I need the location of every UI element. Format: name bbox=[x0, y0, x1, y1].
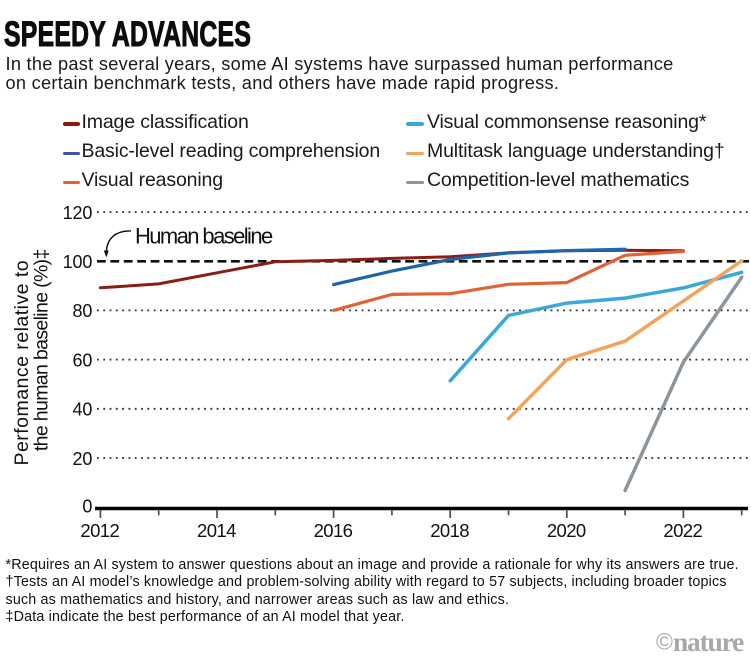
svg-text:2016: 2016 bbox=[314, 520, 353, 541]
svg-text:2018: 2018 bbox=[430, 520, 469, 541]
svg-text:2012: 2012 bbox=[80, 520, 119, 541]
svg-text:0: 0 bbox=[82, 497, 92, 517]
svg-text:Human baseline: Human baseline bbox=[135, 224, 273, 249]
svg-text:2022: 2022 bbox=[663, 520, 702, 541]
svg-text:the human baseline (%)‡: the human baseline (%)‡ bbox=[31, 249, 53, 451]
svg-text:100: 100 bbox=[63, 252, 93, 272]
svg-text:80: 80 bbox=[72, 301, 92, 321]
svg-text:2020: 2020 bbox=[547, 520, 586, 541]
svg-text:120: 120 bbox=[63, 203, 93, 223]
svg-text:40: 40 bbox=[72, 400, 92, 420]
svg-text:2014: 2014 bbox=[197, 520, 236, 541]
svg-text:20: 20 bbox=[72, 449, 92, 469]
svg-text:Perfomance relative to: Perfomance relative to bbox=[11, 260, 33, 466]
svg-text:60: 60 bbox=[72, 350, 92, 370]
